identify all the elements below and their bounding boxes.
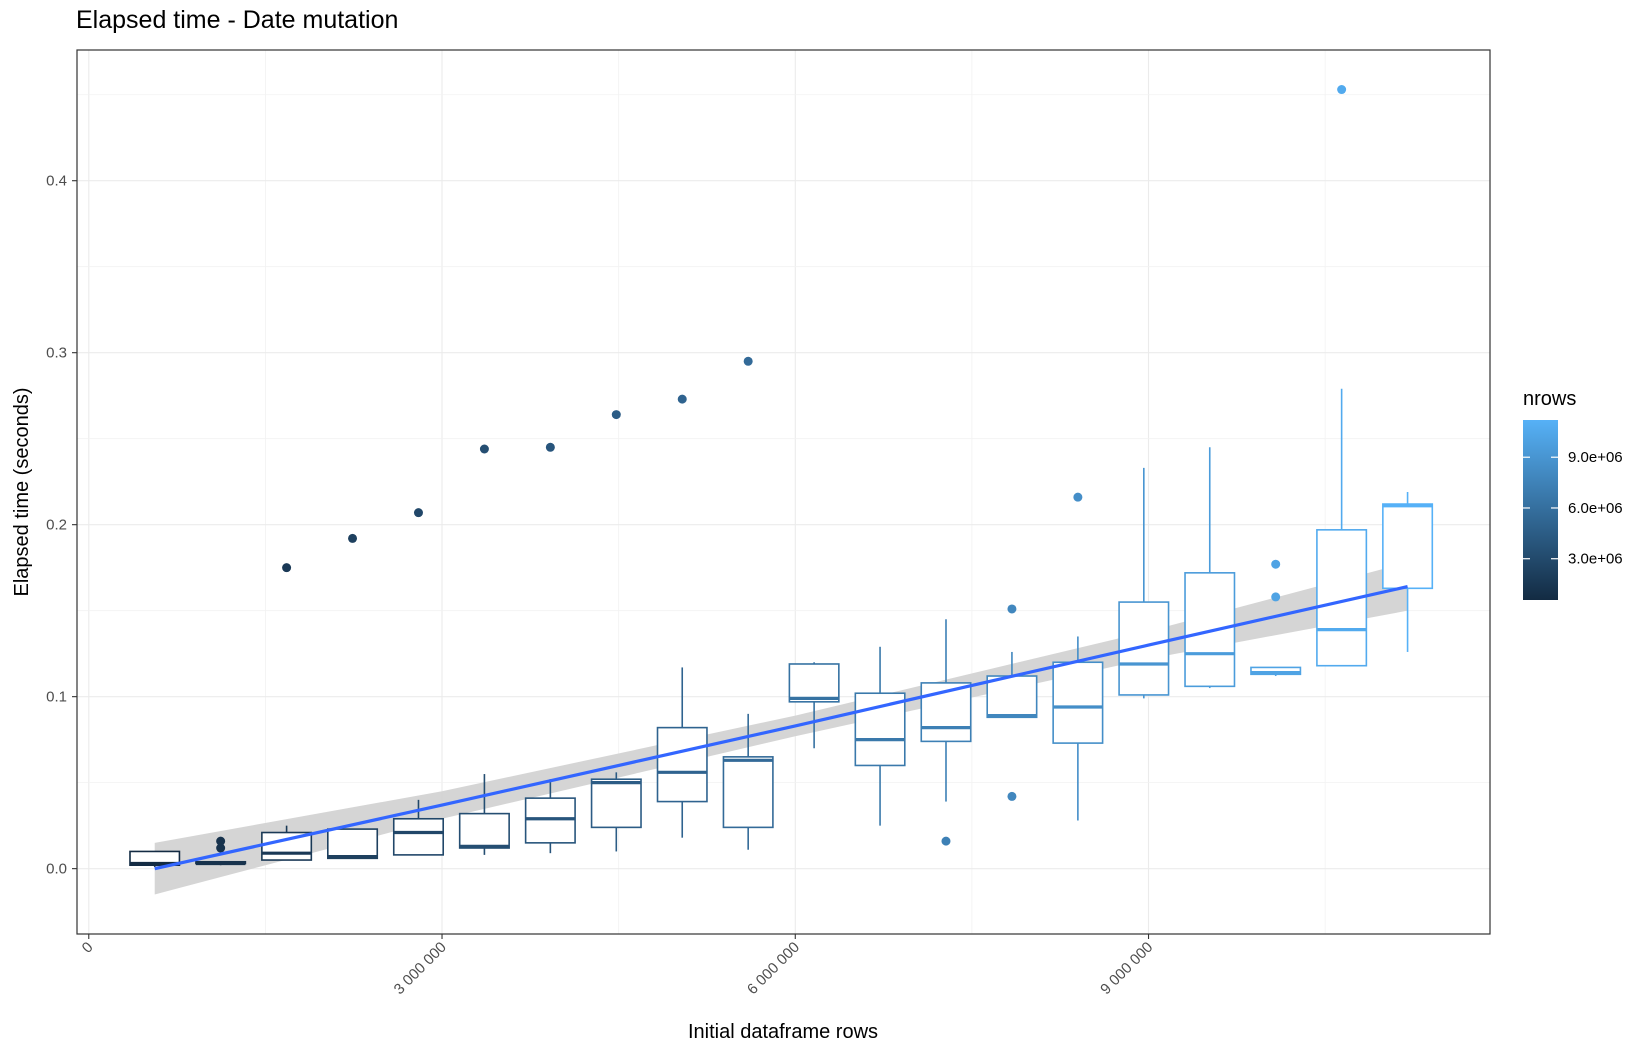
boxplot-box [458,812,510,849]
y-tick-label: 0.3 [46,345,67,362]
boxplot-box [656,726,708,803]
outlier-point [1007,604,1017,614]
outlier-point [545,442,555,452]
boxplot-group [788,662,840,749]
outlier-point [282,563,292,573]
outlier-point [611,410,621,420]
boxplot-group [590,410,642,852]
boxplot-group [524,442,576,854]
boxplot-group [1382,492,1434,652]
boxplot-layer [129,85,1434,867]
outlier-point [1271,592,1281,602]
boxplot-box [392,817,445,856]
boxplot-box [722,756,774,829]
boxplot-group [195,836,247,866]
y-tick-label: 0.0 [46,861,67,878]
boxplot-box [327,828,379,860]
outlier-point [941,836,951,846]
y-tick-label: 0.4 [46,173,67,190]
boxplot-group [458,444,510,855]
boxplot-box [788,663,840,703]
legend: nrows 3.0e+06 6.0e+06 9.0e+06 [1523,388,1623,600]
x-tick-label: 6 000 000 [744,939,803,998]
plot-panel-background [77,50,1490,934]
boxplot-group [392,508,445,856]
outlier-point [216,836,226,846]
outlier-point [413,508,423,518]
boxplot-box [590,778,642,829]
x-tick-label: 9 000 000 [1097,939,1156,998]
outlier-point [1271,559,1281,569]
outlier-point [1337,85,1347,95]
boxplot-box [1052,661,1104,744]
outlier-point [1007,791,1017,801]
plot-panel-border [76,49,1491,935]
boxplot-group [986,604,1038,801]
x-tick-label: 0 [79,939,97,957]
legend-break-label: 3.0e+06 [1568,551,1623,568]
boxplot-box [1250,666,1302,676]
boxplot-group [656,394,708,838]
y-axis-title: Elapsed time (seconds) [11,388,33,597]
boxplot-box [524,797,576,844]
outlier-point [348,533,358,543]
y-tick-label: 0.2 [46,517,67,534]
trend-line [154,585,1408,871]
boxplot-box [129,850,181,867]
legend-break-label: 9.0e+06 [1568,449,1623,466]
boxplot-group [1250,559,1302,677]
outlier-point [216,843,226,853]
outlier-point [1073,492,1083,502]
y-tick-label: 0.1 [46,689,67,706]
trend-line-layer [154,585,1408,871]
boxplot-box [986,675,1038,719]
chart-title: Elapsed time - Date mutation [76,6,399,34]
x-axis-title: Initial dataframe rows [688,1021,878,1043]
outlier-point [743,356,753,366]
boxplot-group [327,533,379,860]
x-tick-label: 3 000 000 [391,939,450,998]
outlier-point [479,444,489,454]
outlier-point [677,394,687,404]
boxplot-box [1382,503,1434,590]
legend-break-label: 6.0e+06 [1568,500,1623,517]
legend-colorbar [1523,420,1558,600]
boxplot-group [1184,447,1236,689]
boxplot-group [1052,492,1104,821]
legend-title: nrows [1523,388,1576,410]
boxplot-box [1184,572,1236,688]
gridlines [77,50,1490,934]
boxplot-group [722,356,774,850]
